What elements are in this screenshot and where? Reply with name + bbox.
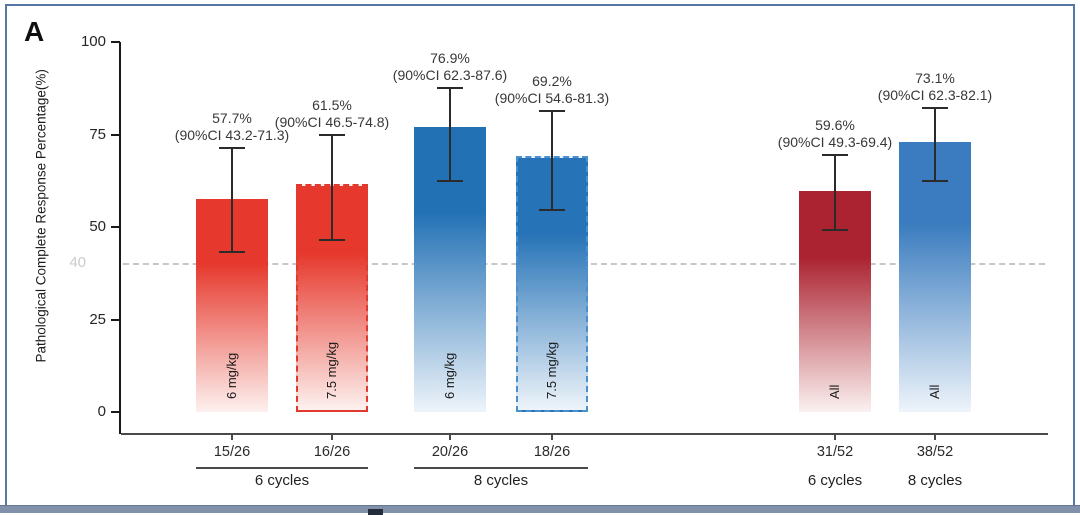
next-panel-label-edge <box>368 509 383 515</box>
bar-dose-label: 6 mg/kg <box>224 352 239 399</box>
bar-dose-label: All <box>827 384 842 399</box>
bar-annotation-ci: (90%CI 43.2-71.3) <box>174 127 290 144</box>
error-bar-line <box>231 148 233 253</box>
y-axis-tick <box>111 226 120 228</box>
group-label: 6 cycles <box>254 472 310 489</box>
bar-fraction-label: 38/52 <box>916 444 954 460</box>
reference-line-label: 40 <box>69 254 86 271</box>
bar-fraction-label: 16/26 <box>313 444 351 460</box>
error-bar-line <box>834 155 836 230</box>
error-bar-line <box>551 111 553 210</box>
bar-dose-label: 6 mg/kg <box>442 352 457 399</box>
bar-annotation-ci: (90%CI 46.5-74.8) <box>274 114 390 131</box>
bar-fraction-label: 15/26 <box>213 444 251 460</box>
error-bar-line <box>449 87 451 182</box>
bar-annotation: 59.6% (90%CI 49.3-69.4) <box>740 117 930 151</box>
y-axis-tick <box>111 133 120 136</box>
bar-dose-label: All <box>927 384 942 399</box>
bar-annotation-pct: 59.6% <box>815 117 855 134</box>
x-axis-tick <box>551 435 553 440</box>
error-bar-cap-top <box>539 110 565 113</box>
bar-annotation-pct: 57.7% <box>212 110 252 127</box>
y-axis-tick-label: 75 <box>89 125 106 143</box>
y-axis-tick-label: 50 <box>89 218 106 235</box>
bar-fraction-label: 31/52 <box>816 444 854 460</box>
x-axis-tick <box>231 435 233 440</box>
group-label: 6 cycles <box>807 472 863 489</box>
figure-frame <box>5 4 1075 505</box>
bar-dose-label: 7.5 mg/kg <box>544 341 559 399</box>
y-axis-tick <box>111 411 120 413</box>
group-underline <box>414 467 588 469</box>
error-bar-cap-bottom <box>219 251 245 254</box>
bar-annotation-pct: 61.5% <box>312 97 352 114</box>
x-axis-tick <box>449 435 451 440</box>
bar <box>899 141 971 412</box>
bar-annotation: 69.2% (90%CI 54.6-81.3) <box>457 73 647 107</box>
bar-annotation-pct: 76.9% <box>430 49 470 66</box>
bar-fraction-label: 18/26 <box>533 444 571 460</box>
error-bar-cap-top <box>319 134 345 137</box>
y-axis-tick <box>111 41 120 43</box>
group-label: 8 cycles <box>473 472 529 489</box>
group-label: 8 cycles <box>907 472 963 489</box>
error-bar-cap-bottom <box>319 238 345 241</box>
bar-fraction-label: 20/26 <box>431 444 469 460</box>
bar-annotation: 73.1% (90%CI 62.3-82.1) <box>840 70 1030 104</box>
bar-annotation-ci: (90%CI 49.3-69.4) <box>777 134 893 151</box>
bar-annotation-pct: 73.1% <box>915 70 955 87</box>
x-axis-line <box>121 433 1048 435</box>
bar-annotation-ci: (90%CI 62.3-82.1) <box>877 87 993 104</box>
x-axis-tick <box>331 435 333 440</box>
error-bar-cap-bottom <box>822 228 848 231</box>
error-bar-cap-bottom <box>437 180 463 183</box>
bar-annotation: 76.9% (90%CI 62.3-87.6) <box>355 50 545 84</box>
bottom-band <box>0 505 1080 513</box>
y-axis-tick-label: 25 <box>89 310 106 328</box>
error-bar-line <box>934 108 936 182</box>
panel-label: A <box>24 16 45 47</box>
x-axis-tick <box>934 435 936 440</box>
y-axis-tick-label: 0 <box>97 403 106 420</box>
error-bar-cap-top <box>437 86 463 89</box>
y-axis-tick-label: 100 <box>80 33 106 50</box>
y-axis-title: Pathological Complete Response Percentag… <box>33 69 49 363</box>
bar-annotation: 57.7% (90%CI 43.2-71.3) <box>137 110 327 144</box>
bar-dose-label: 7.5 mg/kg <box>324 341 339 399</box>
bar-annotation-ci: (90%CI 54.6-81.3) <box>494 90 610 107</box>
x-axis-tick <box>834 435 836 440</box>
error-bar-cap-top <box>219 147 245 150</box>
y-axis-line <box>119 42 121 434</box>
error-bar-cap-top <box>822 154 848 157</box>
error-bar-line <box>331 135 333 240</box>
error-bar-cap-bottom <box>922 180 948 183</box>
bar-annotation-pct: 69.2% <box>532 73 572 90</box>
group-underline <box>196 467 368 469</box>
error-bar-cap-top <box>922 107 948 110</box>
bar-annotation: 61.5% (90%CI 46.5-74.8) <box>237 97 427 131</box>
y-axis-tick <box>111 318 120 321</box>
error-bar-cap-bottom <box>539 208 565 211</box>
bar-annotation-ci: (90%CI 62.3-87.6) <box>392 66 508 83</box>
